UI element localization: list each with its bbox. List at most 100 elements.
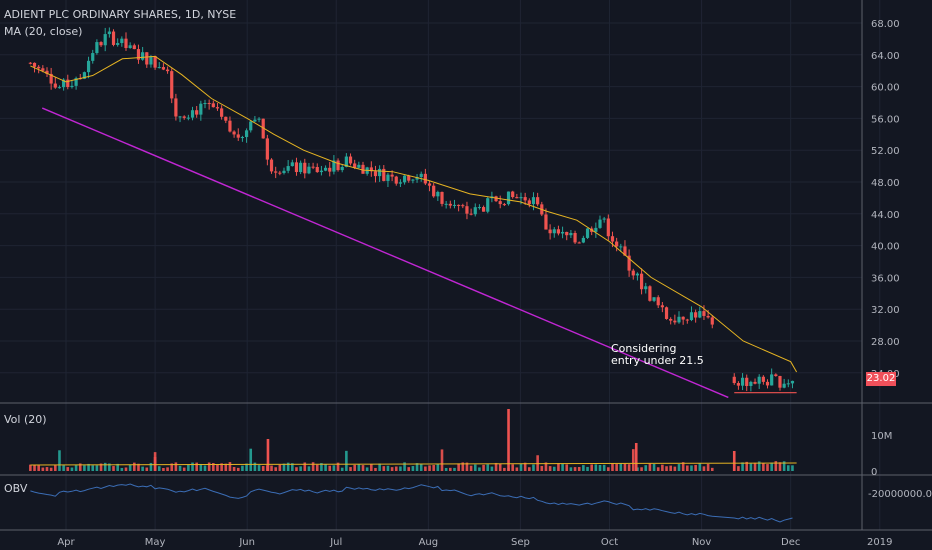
candle-body	[407, 175, 411, 181]
obv-polyline	[30, 483, 793, 523]
candle-body	[182, 116, 186, 118]
candle-body	[652, 297, 656, 301]
obv-panel-label[interactable]: OBV	[4, 482, 28, 495]
candle-body	[253, 119, 257, 122]
volume-bar	[228, 462, 232, 471]
volume-bar	[74, 465, 78, 471]
candle-body	[186, 117, 190, 119]
candle-body	[315, 166, 319, 173]
volume-bar	[133, 462, 136, 471]
candle-body	[232, 131, 236, 135]
candle-body	[157, 67, 161, 69]
candle-body	[328, 167, 332, 172]
volume-bar	[315, 464, 319, 471]
volume-bar	[357, 464, 361, 471]
candle-body	[436, 191, 440, 197]
candle-body	[373, 171, 378, 177]
volume-bar	[249, 448, 253, 471]
volume-bar	[178, 465, 182, 471]
obv-tick-label: -20000000.0000	[868, 489, 932, 500]
volume-bar	[631, 449, 635, 471]
x-tick-label: Oct	[601, 537, 618, 548]
y-tick-label: 44.00	[871, 210, 900, 221]
candle-body	[128, 45, 132, 48]
volume-bar	[187, 464, 190, 471]
volume-bar	[365, 467, 369, 471]
trendline-drawing[interactable]	[41, 107, 729, 399]
candle-body	[440, 191, 444, 204]
candle-body	[53, 83, 57, 88]
volume-spike	[732, 451, 736, 471]
volume-bar	[732, 461, 736, 471]
volume-bar	[299, 466, 302, 471]
candle-body	[286, 166, 290, 171]
candle-body	[394, 176, 398, 184]
volume-panel-label[interactable]: Vol (20)	[4, 413, 47, 426]
volume-bar	[594, 464, 598, 471]
candle-body	[619, 246, 623, 248]
volume-bar	[245, 463, 248, 471]
candle-body	[710, 317, 714, 325]
candle-body	[531, 197, 536, 205]
candle-body	[536, 197, 540, 205]
candle-body	[552, 229, 556, 234]
candle-body	[32, 62, 37, 67]
volume-bar	[157, 466, 161, 471]
volume-bar	[749, 463, 753, 471]
volume-bar	[737, 466, 740, 471]
obv-line	[30, 483, 793, 523]
candle-body	[598, 219, 602, 228]
candle-body	[461, 205, 465, 207]
candle-body	[581, 237, 585, 243]
volume-bar	[694, 464, 697, 471]
candle-body	[236, 134, 240, 138]
volume-bar	[741, 462, 744, 471]
annotation-line-1[interactable]: Considering	[611, 342, 677, 355]
candle-body	[694, 312, 698, 318]
volume-bar	[336, 462, 340, 471]
volume-bar	[394, 466, 398, 471]
volume-bar	[162, 467, 165, 471]
volume-bar	[787, 465, 790, 471]
volume-bar	[536, 455, 539, 471]
candle-body	[211, 103, 215, 108]
candle-body	[673, 320, 677, 323]
ma-legend-label[interactable]: MA (20, close)	[4, 25, 83, 38]
candle-body	[294, 162, 299, 173]
candle-body	[74, 78, 78, 86]
volume-bar	[128, 464, 132, 471]
volume-bar	[428, 465, 431, 471]
candle-body	[95, 42, 99, 54]
volume-bar	[282, 463, 286, 471]
candle-body	[261, 118, 265, 139]
candle-body	[170, 71, 174, 99]
volume-bar	[103, 462, 107, 471]
candlestick-series	[28, 27, 795, 392]
volume-bar	[124, 467, 128, 471]
volume-bar	[623, 463, 627, 471]
volume-bar	[656, 467, 660, 471]
candle-body	[136, 49, 141, 60]
candle-body	[398, 182, 403, 184]
candle-body	[86, 60, 91, 73]
volume-bar	[449, 467, 452, 471]
volume-bars	[29, 409, 797, 471]
volume-bar	[745, 461, 749, 471]
candle-body	[415, 177, 419, 180]
volume-bar	[66, 467, 70, 471]
y-tick-label: 56.00	[871, 114, 900, 125]
candle-body	[706, 315, 710, 318]
annotation-line-2[interactable]: entry under 21.5	[611, 354, 704, 367]
candle-body	[369, 167, 373, 172]
candle-body	[565, 231, 569, 236]
candle-body	[623, 246, 627, 256]
candle-body	[519, 197, 523, 199]
volume-bar	[83, 465, 86, 471]
candle-body	[386, 174, 390, 181]
candle-body	[228, 120, 232, 132]
volume-bar	[473, 464, 477, 471]
candle-body	[481, 207, 486, 212]
volume-bar	[686, 465, 689, 471]
volume-bar	[378, 463, 381, 471]
